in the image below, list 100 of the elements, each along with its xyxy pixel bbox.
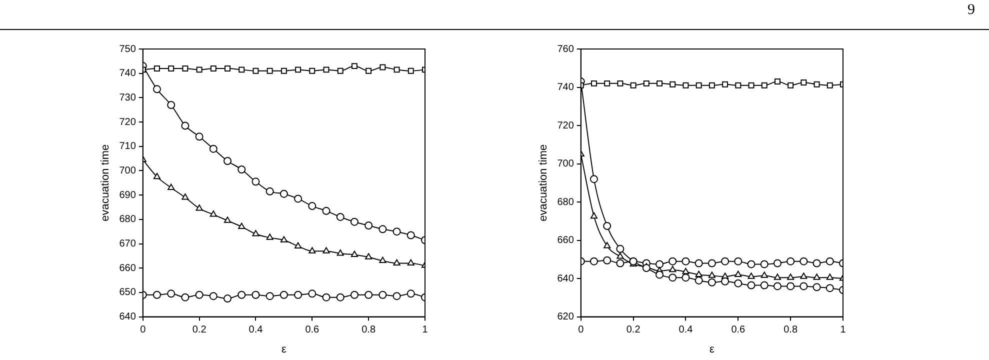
point	[167, 290, 176, 298]
point	[196, 66, 202, 73]
y-tick-label: 730	[119, 92, 136, 104]
point	[694, 259, 703, 268]
point	[590, 175, 598, 184]
point	[181, 122, 190, 130]
point	[786, 257, 795, 266]
point	[656, 260, 664, 268]
x-tick-label: 0.2	[626, 324, 641, 336]
point	[406, 290, 415, 298]
x-tick-label: 0	[578, 324, 584, 336]
point	[350, 250, 358, 257]
y-tick-label: 660	[557, 235, 574, 246]
point	[813, 274, 820, 280]
y-tick-label: 680	[119, 214, 136, 226]
point	[669, 266, 676, 272]
point	[748, 272, 755, 279]
y-axis-title: evacuation time	[538, 144, 550, 222]
point	[294, 290, 302, 299]
y-tick-label: 720	[119, 116, 136, 128]
x-tick-label: 1	[422, 324, 428, 336]
point	[266, 187, 274, 196]
point	[308, 290, 316, 298]
point	[590, 257, 598, 266]
point	[812, 283, 821, 292]
y-tick-label: 670	[119, 238, 136, 250]
point	[350, 218, 358, 226]
x-axis-title: ε	[281, 343, 286, 356]
point	[195, 132, 204, 141]
point	[721, 257, 730, 266]
point	[152, 290, 161, 299]
point	[408, 68, 414, 74]
point	[694, 276, 703, 284]
point	[364, 290, 373, 299]
x-tick-label: 0	[140, 324, 146, 336]
point	[295, 66, 302, 73]
point	[668, 257, 677, 266]
point	[153, 172, 161, 180]
y-tick-label: 740	[119, 68, 136, 80]
y-tick-label: 690	[119, 190, 136, 201]
point	[826, 284, 834, 292]
point	[309, 68, 316, 74]
y-tick-label: 620	[557, 312, 574, 323]
point	[603, 222, 612, 230]
point	[774, 274, 781, 280]
point	[336, 250, 344, 256]
point	[591, 80, 597, 86]
point	[760, 272, 768, 278]
point	[182, 194, 189, 200]
point	[800, 80, 807, 86]
point	[280, 290, 288, 299]
point	[322, 247, 330, 254]
point	[734, 270, 742, 277]
point	[786, 282, 795, 290]
x-axis-title: ε	[709, 343, 714, 356]
point	[380, 64, 386, 70]
y-tick-label: 760	[557, 44, 574, 55]
point	[252, 230, 260, 236]
point	[238, 66, 245, 73]
y-tick-label: 740	[557, 82, 574, 94]
point	[708, 272, 716, 278]
point	[826, 257, 834, 266]
point	[195, 290, 204, 299]
point	[154, 66, 160, 72]
x-tick-label: 1	[840, 324, 846, 336]
point	[392, 292, 401, 300]
text: 9	[968, 2, 975, 19]
point	[616, 259, 624, 268]
point	[616, 252, 624, 259]
point	[682, 274, 690, 282]
point	[196, 204, 203, 211]
point	[407, 259, 414, 266]
point	[238, 290, 246, 299]
point	[322, 293, 330, 302]
y-tick-label: 660	[119, 262, 136, 274]
y-tick-label: 700	[557, 158, 574, 170]
point	[308, 247, 316, 254]
point	[378, 225, 387, 234]
point	[787, 274, 794, 280]
point	[747, 281, 756, 290]
x-tick-label: 0.2	[192, 324, 207, 336]
point	[252, 290, 260, 299]
point	[152, 85, 161, 94]
point	[670, 81, 676, 88]
point	[761, 82, 768, 88]
point	[814, 81, 820, 88]
point	[826, 82, 833, 88]
point	[721, 277, 730, 286]
point	[210, 210, 217, 217]
point	[617, 80, 624, 86]
point	[760, 281, 768, 290]
point	[224, 66, 230, 72]
point	[280, 68, 287, 74]
point	[643, 80, 650, 86]
point	[604, 80, 610, 86]
point	[252, 178, 260, 186]
point	[182, 66, 188, 72]
point	[364, 222, 373, 230]
y-tick-label: 750	[119, 44, 136, 55]
point	[826, 274, 834, 280]
